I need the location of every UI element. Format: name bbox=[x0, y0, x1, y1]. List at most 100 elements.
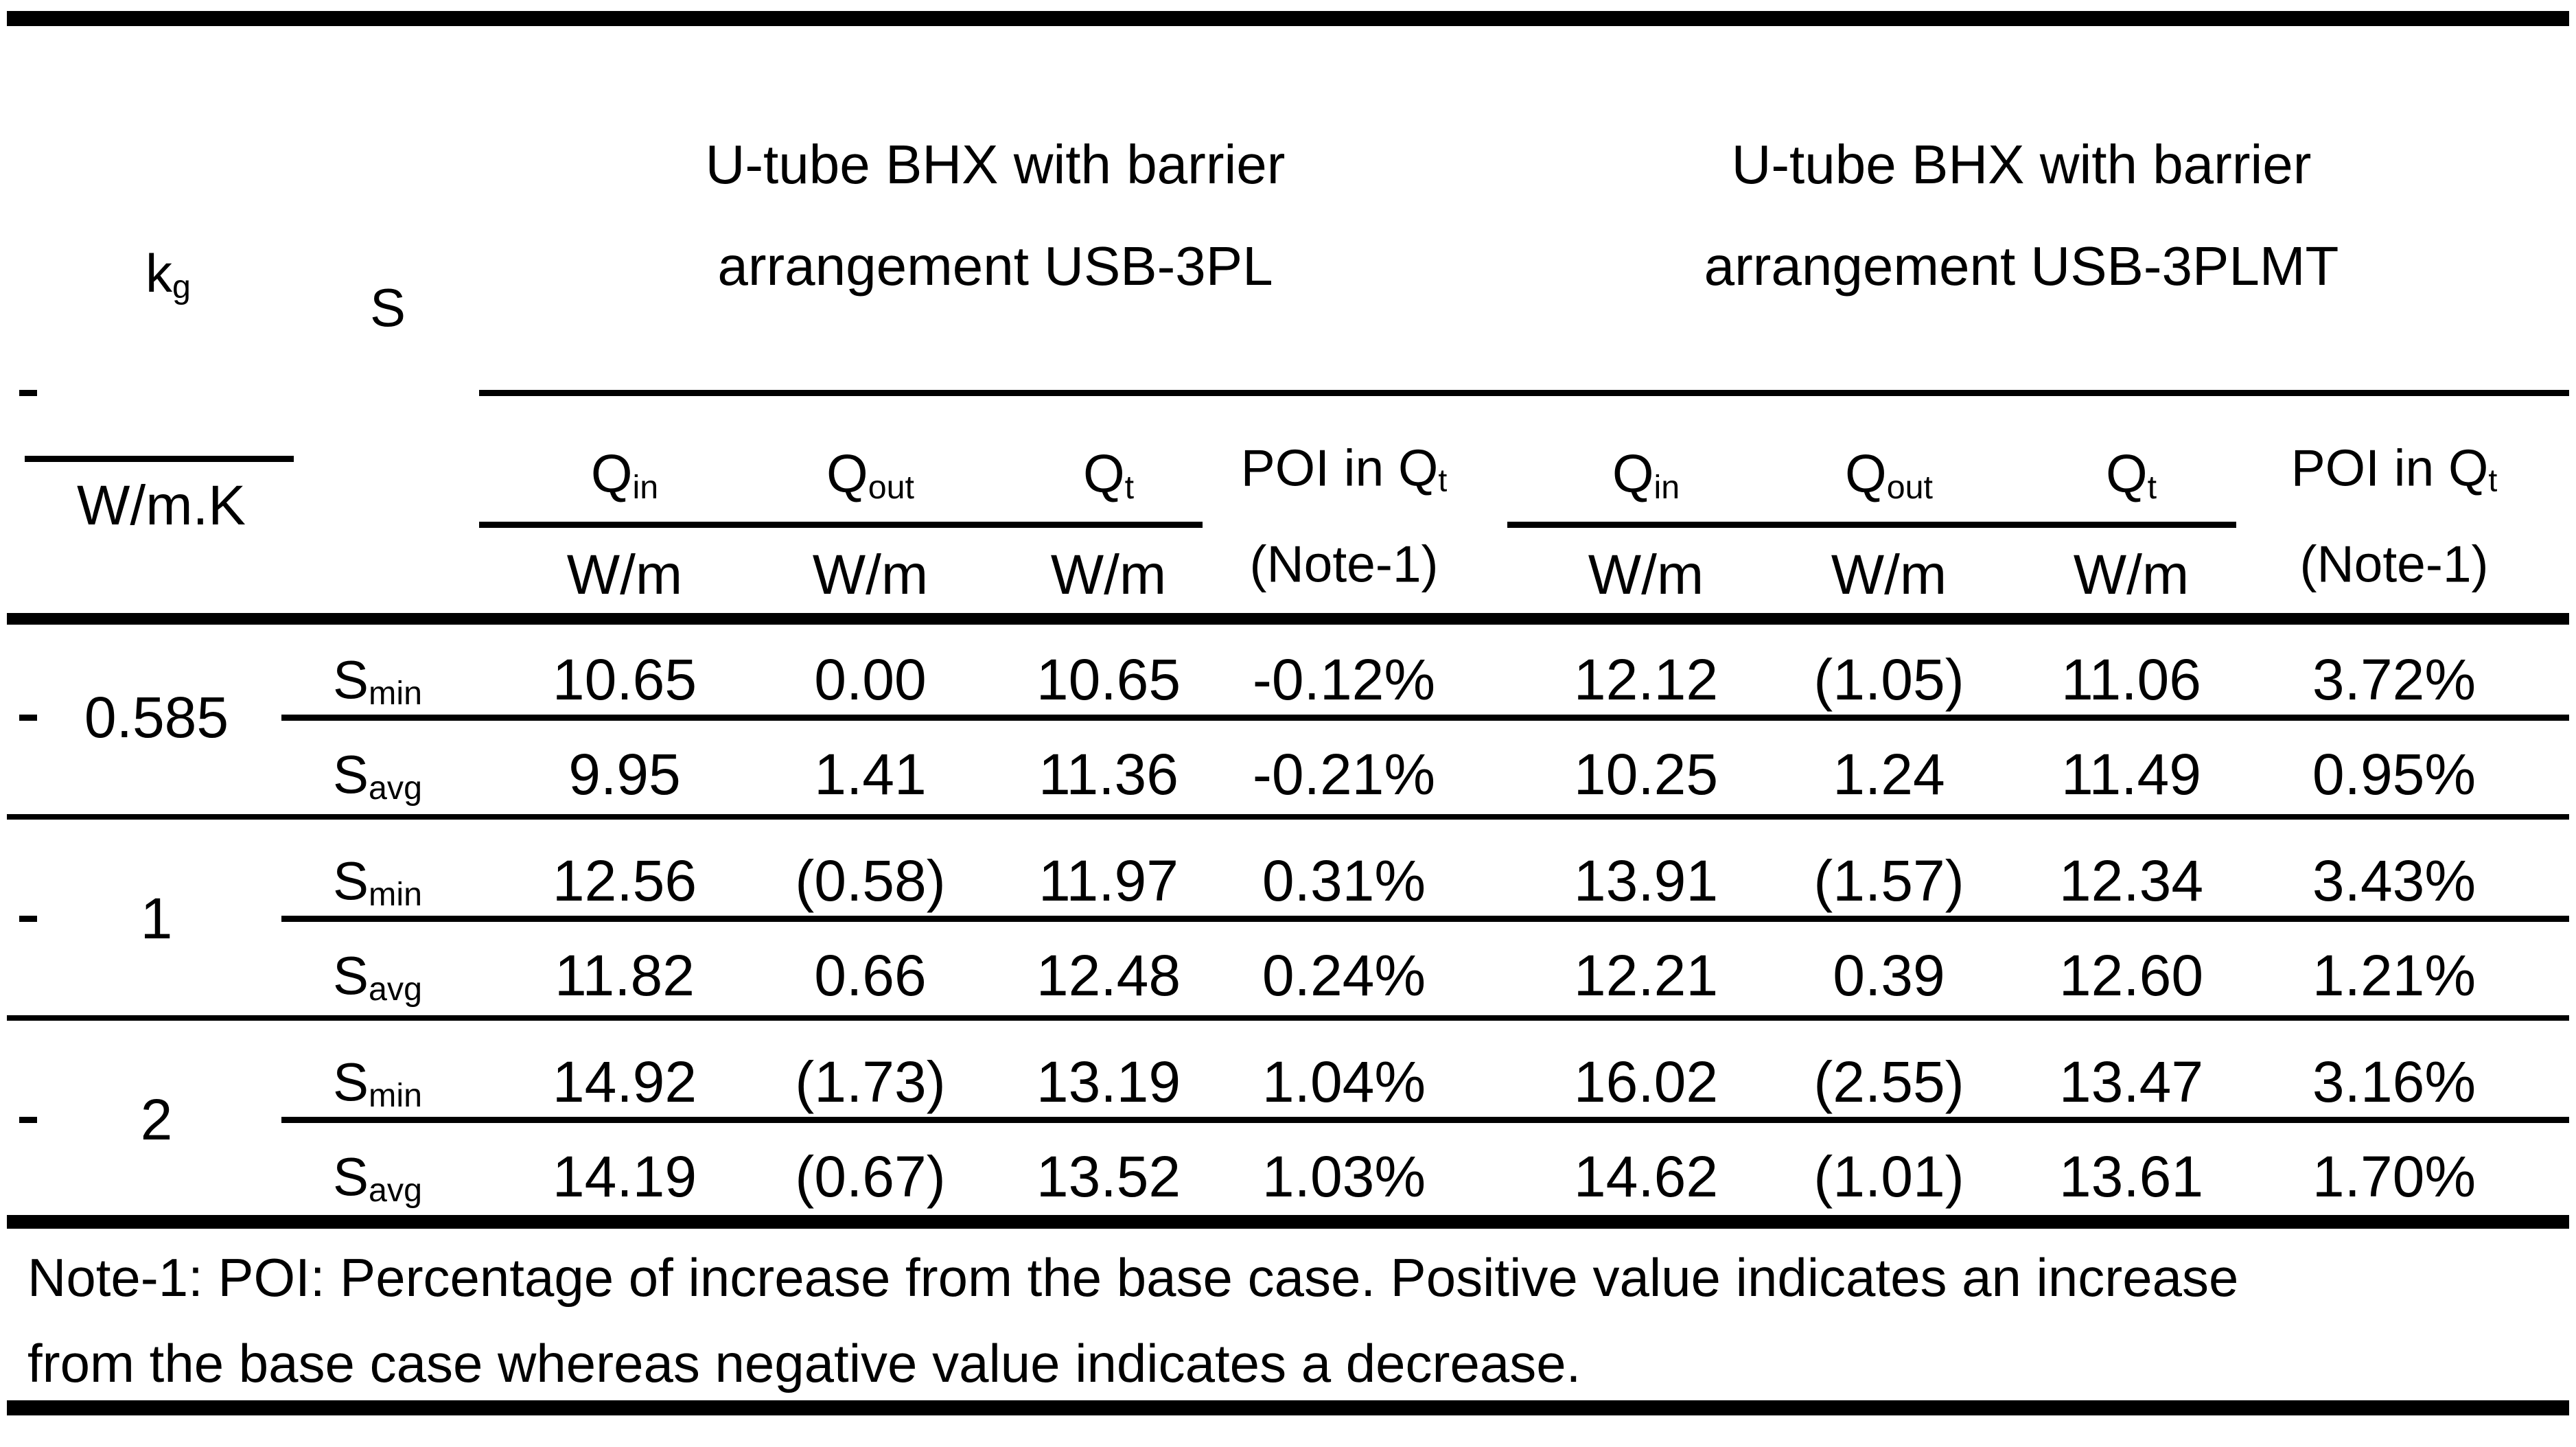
kg-value-2: 2 bbox=[140, 1087, 173, 1152]
s-sub: min bbox=[369, 1076, 422, 1114]
data-cell: 12.12 bbox=[1573, 647, 1719, 712]
data-cell: -0.12% bbox=[1252, 647, 1436, 712]
poi-header-g2-line1: POI in Qt bbox=[2291, 442, 2498, 496]
s-sub: avg bbox=[369, 970, 423, 1008]
data-cell: 11.49 bbox=[2061, 742, 2201, 807]
q-sub: t bbox=[1124, 468, 1135, 506]
group1-title-line1: U-tube BHX with barrier bbox=[705, 134, 1286, 195]
data-cell: 0.24% bbox=[1262, 943, 1426, 1008]
poi-header-g2-line2: (Note-1) bbox=[2299, 535, 2489, 593]
left-edge-tick bbox=[19, 916, 37, 922]
kg-value-1: 1 bbox=[140, 886, 173, 951]
kg-unit: W/m.K bbox=[77, 474, 246, 537]
data-bottom-heavy-rule bbox=[7, 1215, 2569, 1229]
data-cell: -0.21% bbox=[1252, 742, 1436, 807]
s-base: S bbox=[333, 1052, 369, 1112]
q-sub: out bbox=[1886, 468, 1933, 506]
group-divider-2 bbox=[7, 1015, 2569, 1021]
kg-value-0585: 0.585 bbox=[84, 685, 229, 750]
unit-wm: W/m bbox=[1831, 544, 1947, 606]
data-cell: (2.55) bbox=[1813, 1050, 1964, 1114]
group1-title-line2: arrangement USB-3PL bbox=[717, 235, 1273, 297]
unit-wm: W/m bbox=[812, 544, 929, 606]
data-cell: 11.36 bbox=[1038, 742, 1179, 807]
s-base: S bbox=[332, 1146, 369, 1207]
kg-header: kg bbox=[146, 243, 191, 303]
poi-header-g1-line1: POI in Qt bbox=[1241, 442, 1448, 496]
s-sub: min bbox=[369, 674, 422, 712]
left-edge-tick bbox=[19, 390, 37, 396]
poi-sub: t bbox=[1438, 462, 1448, 498]
q-sub: t bbox=[2147, 468, 2157, 506]
data-cell: 1.41 bbox=[814, 742, 927, 807]
data-cell: 0.31% bbox=[1262, 848, 1426, 913]
data-cell: 3.43% bbox=[2312, 848, 2476, 913]
data-cell: 13.47 bbox=[2058, 1050, 2204, 1114]
s-label-row1: Savg bbox=[333, 748, 422, 804]
data-cell: 14.19 bbox=[552, 1144, 697, 1209]
data-cell: 11.97 bbox=[1038, 848, 1179, 913]
group2-title-line1: U-tube BHX with barrier bbox=[1731, 134, 2312, 195]
poi-header-g1-line2: (Note-1) bbox=[1249, 535, 1439, 593]
data-cell: (1.01) bbox=[1813, 1144, 1964, 1209]
unit-wm: W/m bbox=[566, 544, 683, 606]
data-cell: 11.06 bbox=[2061, 647, 2201, 712]
data-cell: (0.67) bbox=[795, 1144, 946, 1209]
data-cell: 0.00 bbox=[814, 647, 927, 712]
q-base: Q bbox=[1612, 443, 1654, 504]
q-base: Q bbox=[1082, 443, 1125, 504]
group2-title-line2: arrangement USB-3PLMT bbox=[1704, 235, 2339, 297]
data-cell: 10.65 bbox=[1036, 647, 1181, 712]
s-label-row3: Savg bbox=[333, 949, 422, 1006]
data-cell: 12.56 bbox=[552, 848, 697, 913]
s-label-row2: Smin bbox=[333, 854, 422, 911]
s-base: S bbox=[333, 649, 369, 710]
q-base: Q bbox=[1845, 443, 1887, 504]
q-base: Q bbox=[590, 443, 633, 504]
s-sub: avg bbox=[369, 1171, 423, 1209]
q-sub: in bbox=[632, 468, 659, 506]
s-sub: avg bbox=[369, 769, 423, 807]
kg-column-underline bbox=[25, 456, 294, 462]
data-cell: 1.24 bbox=[1833, 742, 1945, 807]
q-columns-underline-group1 bbox=[479, 522, 1203, 528]
data-cell: 1.04% bbox=[1262, 1050, 1426, 1114]
data-cell: 0.39 bbox=[1833, 943, 1945, 1008]
data-cell: 12.48 bbox=[1036, 943, 1181, 1008]
q-sub: out bbox=[868, 468, 914, 506]
poi-base: POI in Q bbox=[2290, 439, 2489, 497]
data-cell: 0.95% bbox=[2312, 742, 2476, 807]
top-rule bbox=[7, 11, 2569, 26]
footnote-line1: Note-1: POI: Percentage of increase from… bbox=[27, 1247, 2239, 1308]
data-cell: 1.03% bbox=[1262, 1144, 1426, 1209]
s-label-row5: Savg bbox=[333, 1150, 422, 1207]
row-divider-smin-savg-3 bbox=[281, 1117, 2569, 1123]
data-cell: 10.25 bbox=[1573, 742, 1719, 807]
group-divider-1 bbox=[7, 814, 2569, 820]
qout-header-g2: Qout bbox=[1845, 447, 1933, 504]
data-cell: 14.62 bbox=[1573, 1144, 1719, 1209]
data-cell: 12.60 bbox=[2058, 943, 2204, 1008]
data-cell: 12.34 bbox=[2058, 848, 2204, 913]
s-label-row0: Smin bbox=[333, 653, 422, 710]
unit-wm: W/m bbox=[1050, 544, 1167, 606]
poi-base: POI in Q bbox=[1240, 439, 1439, 497]
data-cell: 14.92 bbox=[552, 1050, 697, 1114]
qt-header-g2: Qt bbox=[2106, 447, 2157, 504]
data-cell: 13.91 bbox=[1573, 848, 1719, 913]
kg-header-subscript: g bbox=[172, 268, 191, 305]
s-header: S bbox=[369, 277, 406, 338]
row-divider-smin-savg-2 bbox=[281, 916, 2569, 922]
data-cell: 10.65 bbox=[552, 647, 697, 712]
q-sub: in bbox=[1653, 468, 1680, 506]
s-label-row4: Smin bbox=[333, 1052, 422, 1112]
q-columns-underline-group2 bbox=[1507, 522, 2236, 528]
unit-wm: W/m bbox=[2073, 544, 2190, 606]
data-cell: 13.52 bbox=[1036, 1144, 1181, 1209]
kg-header-base: k bbox=[146, 243, 173, 303]
left-edge-tick bbox=[19, 715, 37, 721]
bottom-rule bbox=[7, 1400, 2569, 1415]
s-base: S bbox=[332, 744, 369, 804]
footnote-line2: from the base case whereas negative valu… bbox=[27, 1333, 1581, 1393]
